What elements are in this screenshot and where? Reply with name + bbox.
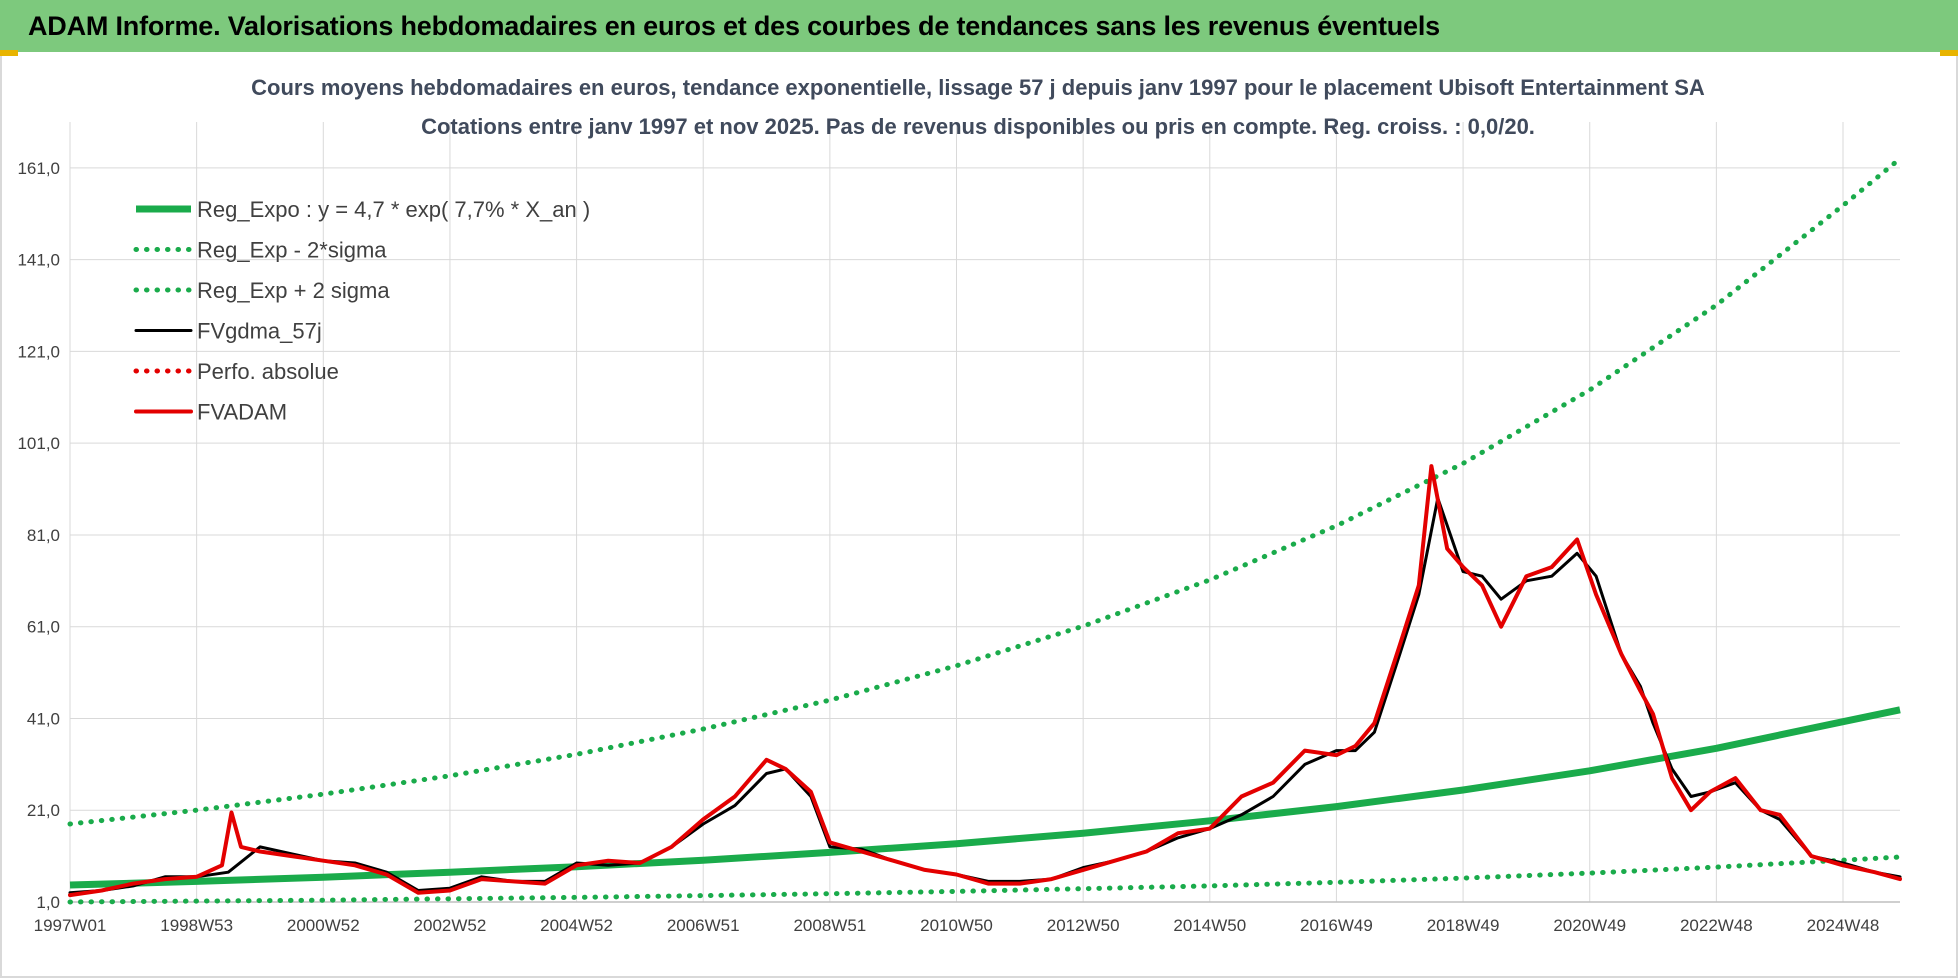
y-tick-label: 121,0 [17,342,60,361]
report-banner: ADAM Informe. Valorisations hebdomadaire… [0,0,1958,52]
x-tick-label: 2022W48 [1680,916,1753,935]
legend-label-2: Reg_Exp + 2 sigma [197,278,390,303]
y-tick-label: 141,0 [17,251,60,270]
x-tick-label: 2010W50 [920,916,993,935]
series-line-5 [68,464,1902,898]
y-tick-label: 101,0 [17,434,60,453]
x-tick-label: 2000W52 [287,916,360,935]
x-tick-label: 2024W48 [1807,916,1880,935]
legend-label-1: Reg_Exp - 2*sigma [197,238,387,263]
x-tick-label: 1997W01 [34,916,107,935]
legend-label-4: Perfo. absolue [197,359,339,384]
series-line-2 [67,156,1903,827]
y-tick-label: 1,0 [36,893,60,912]
y-tick-label: 21,0 [27,801,60,820]
x-tick-label: 2002W52 [414,916,487,935]
axes: 1,0 21,0 41,0 61,0 81,0 101,0 121,0 141,0 161,0 1… [17,159,1900,935]
legend-label-5: FVADAM [197,400,287,425]
plot-series [67,156,1903,905]
x-tick-label: 1998W53 [160,916,233,935]
x-tick-label: 2008W51 [793,916,866,935]
y-tick-label: 161,0 [17,159,60,178]
series-line-1 [67,854,1903,905]
corner-accent-right [1940,50,1958,56]
y-tick-label: 61,0 [27,618,60,637]
gridlines [69,122,1900,903]
x-tick-label: 2012W50 [1047,916,1120,935]
report-banner-title: ADAM Informe. Valorisations hebdomadaire… [28,10,1440,41]
chart-subtitle: Cotations entre janv 1997 et nov 2025. P… [421,114,1535,139]
x-tick-label: 2018W49 [1427,916,1500,935]
x-tick-label: 2016W49 [1300,916,1373,935]
legend-label-3: FVgdma_57j [197,319,322,344]
chart-title: Cours moyens hebdomadaires en euros, ten… [251,75,1705,100]
legend: Reg_Expo : y = 4,7 * exp( 7,7% * X_an ) R… [133,197,590,425]
legend-label-0: Reg_Expo : y = 4,7 * exp( 7,7% * X_an ) [197,197,590,222]
x-tick-label: 2004W52 [540,916,613,935]
corner-accent-left [0,50,18,56]
x-tick-label: 2006W51 [667,916,740,935]
price-trend-chart: 1,0 21,0 41,0 61,0 81,0 101,0 121,0 141,0 161,0 1… [17,75,1903,935]
x-tick-label: 2020W49 [1553,916,1626,935]
series-line-0 [69,706,1901,889]
y-tick-label: 41,0 [27,709,60,728]
x-tick-label: 2014W50 [1173,916,1246,935]
series-line-3 [68,496,1902,895]
y-tick-label: 81,0 [27,526,60,545]
